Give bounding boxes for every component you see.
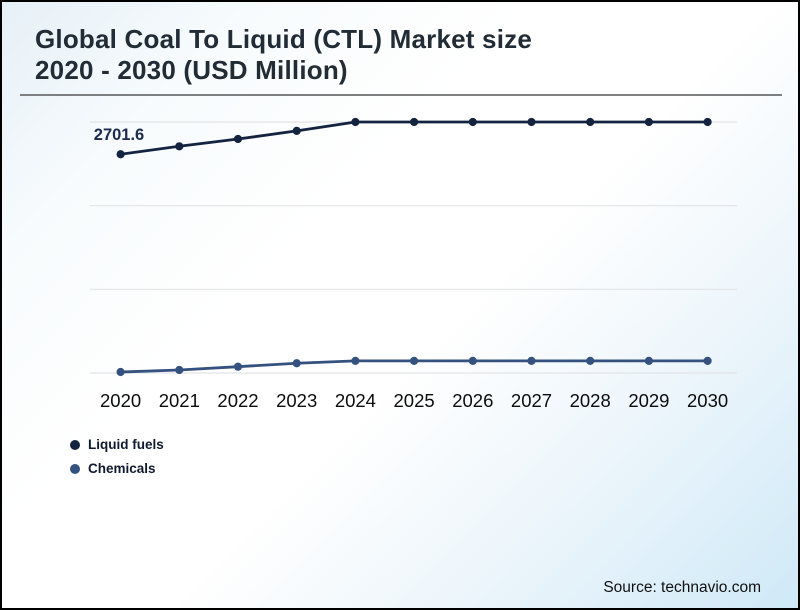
x-axis-label-2026: 2026: [452, 390, 494, 411]
chart-title: Global Coal To Liquid (CTL) Market size …: [35, 24, 775, 86]
data-point-liquid-fuels-2023: [292, 126, 301, 136]
data-point-chemicals-2025: [410, 356, 419, 365]
data-point-chemicals-2021: [175, 365, 184, 375]
data-point-chemicals-2026: [468, 356, 477, 365]
legend-label: Liquid fuels: [88, 437, 164, 452]
data-point-liquid-fuels-2026: [468, 117, 477, 127]
x-axis-label-2027: 2027: [510, 390, 553, 411]
legend-item-chemicals: Chemicals: [70, 461, 164, 476]
chart-title-line1: Global Coal To Liquid (CTL) Market size: [35, 24, 533, 54]
legend-item-liquid-fuels: Liquid fuels: [70, 437, 164, 452]
title-rule: [20, 94, 782, 96]
x-axis-label-2021: 2021: [158, 390, 200, 411]
data-point-chemicals-2024: [351, 356, 360, 365]
data-point-liquid-fuels-2020: [116, 150, 125, 159]
data-point-chemicals-2027: [527, 356, 536, 365]
data-label-liquid-fuels-2020: 2701.6: [93, 126, 145, 144]
data-point-chemicals-2029: [644, 356, 654, 365]
data-point-chemicals-2028: [586, 356, 595, 365]
data-point-chemicals-2023: [292, 359, 301, 368]
x-axis-label-2023: 2023: [276, 390, 318, 411]
legend: Liquid fuels Chemicals: [70, 437, 164, 485]
x-axis-label-2029: 2029: [628, 390, 670, 411]
x-axis-label-2024: 2024: [334, 390, 376, 411]
series-line-liquid-fuels: [119, 120, 709, 156]
legend-label: Chemicals: [88, 461, 156, 476]
chart-title-line2: 2020 - 2030 (USD Million): [35, 55, 348, 85]
data-point-liquid-fuels-2027: [527, 117, 536, 127]
data-point-liquid-fuels-2021: [175, 142, 184, 151]
data-point-chemicals-2022: [233, 362, 243, 371]
x-axis-label-2030: 2030: [687, 390, 729, 411]
data-point-liquid-fuels-2029: [644, 117, 654, 127]
source-credit: Source: technavio.com: [603, 579, 761, 596]
x-axis-label-2020: 2020: [100, 390, 142, 411]
data-point-liquid-fuels-2025: [410, 117, 419, 127]
x-axis: 2020 2021 2022 2023 2024 2025 2026 2027 2028 2029…: [2, 390, 798, 414]
x-axis-label-2028: 2028: [569, 390, 611, 411]
data-point-chemicals-2030: [703, 356, 712, 365]
data-point-liquid-fuels-2022: [233, 134, 243, 144]
legend-dot-icon: [70, 463, 80, 474]
x-axis-label-2022: 2022: [217, 390, 259, 411]
data-point-liquid-fuels-2024: [351, 117, 360, 127]
data-point-liquid-fuels-2030: [703, 117, 712, 127]
data-point-chemicals-2020: [116, 367, 125, 377]
legend-dot-icon: [70, 439, 80, 450]
x-axis-label-2025: 2025: [393, 390, 435, 411]
data-point-liquid-fuels-2028: [586, 117, 595, 127]
